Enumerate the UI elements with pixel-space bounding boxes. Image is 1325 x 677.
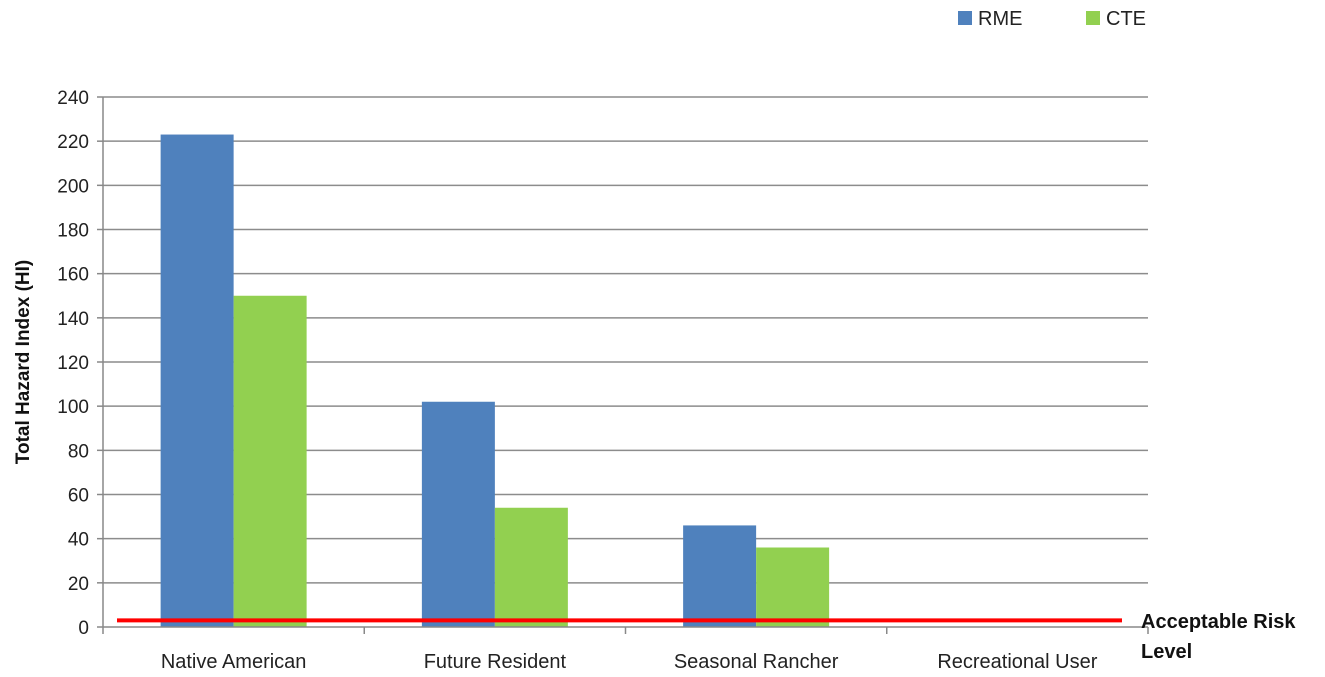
y-tick-label: 0 xyxy=(78,618,89,639)
bar-rme-seasonal-rancher xyxy=(683,525,757,627)
bar-rme-future-resident xyxy=(421,401,495,627)
x-axis-ticks: Native American Future Resident Seasonal R… xyxy=(102,627,1149,673)
y-axis-title: Total Hazard Index (HI) xyxy=(13,260,34,464)
legend: RME CTE xyxy=(958,8,1146,30)
y-tick-label: 100 xyxy=(57,397,89,418)
y-tick-label: 180 xyxy=(57,221,89,242)
bars xyxy=(160,134,830,627)
y-tick-label: 200 xyxy=(57,176,89,197)
x-category-label: Native American xyxy=(161,651,307,673)
y-tick-label: 20 xyxy=(68,574,89,595)
y-axis-ticks: 0 20 40 60 80 100 120 140 160 180 200 220 240 xyxy=(57,88,103,639)
y-tick-label: 220 xyxy=(57,132,89,153)
x-category-label: Recreational User xyxy=(937,651,1097,673)
legend-label-rme: RME xyxy=(978,8,1022,30)
y-tick-label: 160 xyxy=(57,265,89,286)
y-tick-label: 240 xyxy=(57,88,89,109)
y-tick-label: 80 xyxy=(68,441,89,462)
y-tick-label: 140 xyxy=(57,309,89,330)
bar-cte-future-resident xyxy=(494,507,568,627)
bar-cte-seasonal-rancher xyxy=(756,547,830,627)
x-category-label: Seasonal Rancher xyxy=(674,651,839,673)
legend-swatch-cte xyxy=(1086,11,1100,25)
bar-rme-native-american xyxy=(160,134,234,627)
y-tick-label: 120 xyxy=(57,353,89,374)
acceptable-risk-label: Level xyxy=(1141,641,1192,663)
legend-label-cte: CTE xyxy=(1106,8,1146,30)
y-tick-label: 40 xyxy=(68,530,89,551)
bar-cte-native-american xyxy=(233,295,307,627)
y-tick-label: 60 xyxy=(68,486,89,507)
acceptable-risk-label: Acceptable Risk xyxy=(1141,611,1296,633)
legend-swatch-rme xyxy=(958,11,972,25)
acceptable-risk-line-group: Acceptable Risk Level xyxy=(117,611,1296,663)
x-category-label: Future Resident xyxy=(424,651,567,673)
